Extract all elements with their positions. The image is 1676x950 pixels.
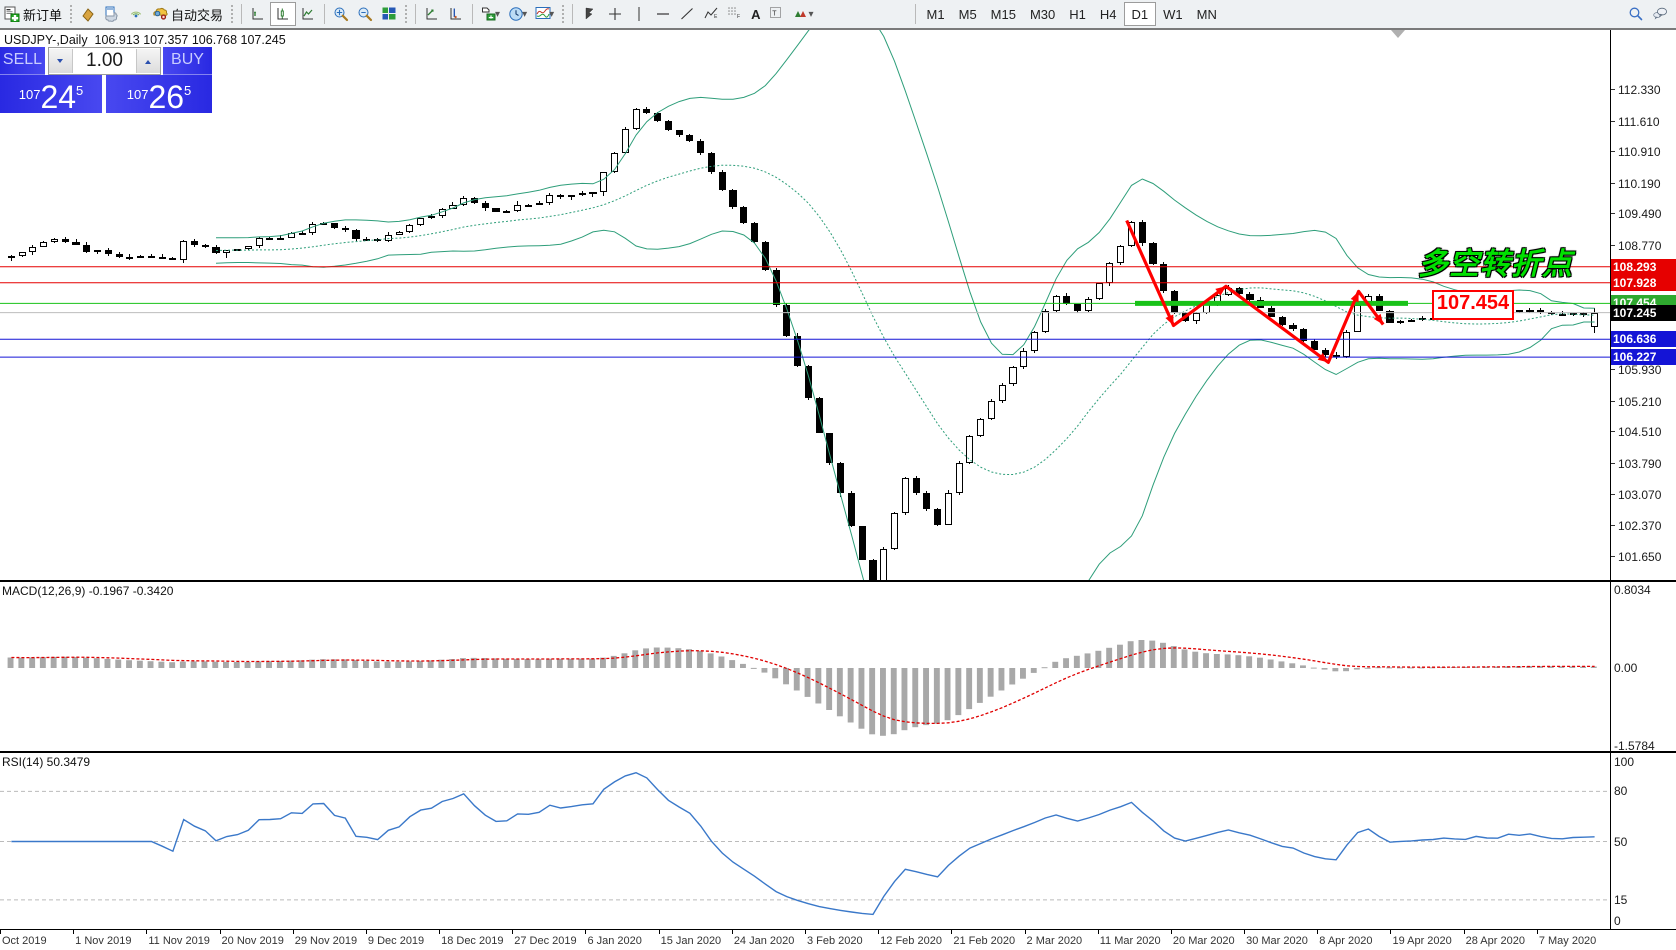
svg-text:E: E [714, 14, 718, 20]
svg-text:F: F [737, 14, 740, 20]
svg-text:T: T [772, 11, 777, 18]
